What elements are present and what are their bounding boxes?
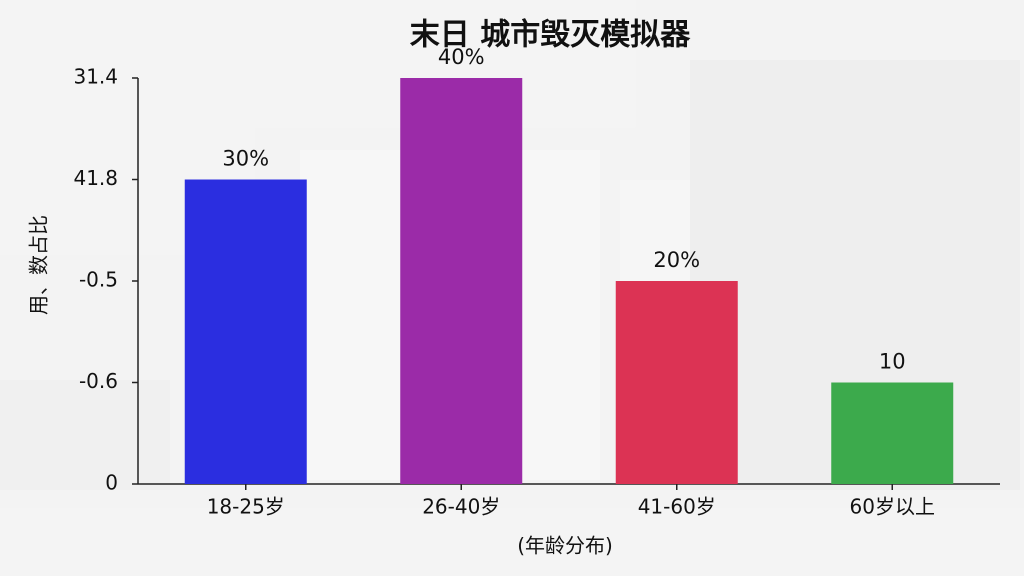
x-axis-label: (年龄分布) [517,534,613,558]
x-tick-label: 18-25岁 [207,495,285,519]
value-label: 30% [222,147,269,171]
bar [184,179,307,484]
value-label: 10 [879,350,906,374]
value-label: 40% [438,45,485,69]
x-tick-label: 41-60岁 [638,495,716,519]
y-tick-label: -0.6 [79,369,118,393]
y-axis-label: 用、数占比 [27,215,51,315]
bar [615,281,738,484]
bar [400,78,523,484]
y-tick-label: 31.4 [73,65,118,89]
y-tick-label: -0.5 [79,268,118,292]
bar [831,382,954,484]
chart-title: 末日 城市毁灭模拟器 [410,18,691,53]
y-tick-label: 0 [105,471,118,495]
value-label: 20% [653,248,700,272]
y-tick-label: 41.8 [73,166,118,190]
x-tick-label: 60岁以上 [850,495,935,519]
x-tick-label: 26-40岁 [422,495,500,519]
